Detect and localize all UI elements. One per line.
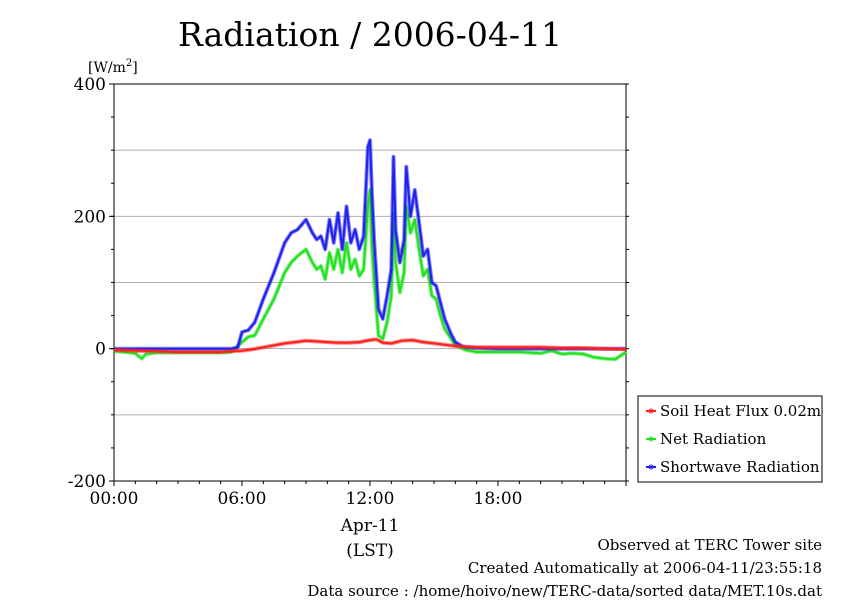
x-axis-timezone-label: (LST) <box>346 541 394 561</box>
x-tick-label: 12:00 <box>346 489 395 509</box>
y-axis-unit-label: [W/m2] <box>88 58 138 76</box>
x-axis-date-label: Apr-11 <box>340 516 400 536</box>
legend-box <box>637 395 823 483</box>
legend-label: Soil Heat Flux 0.02m <box>660 402 821 420</box>
x-axis: 00:00 06:00 12:00 18:00 <box>90 481 627 509</box>
footer-source: Data source : /home/hoivo/new/TERC-data/… <box>307 582 822 600</box>
footer-created: Created Automatically at 2006-04-11/23:5… <box>467 559 822 577</box>
legend-marker <box>648 436 654 442</box>
chart-title: Radiation / 2006-04-11 <box>178 15 562 54</box>
x-tick-label: 06:00 <box>218 489 267 509</box>
series-line-1 <box>113 188 627 361</box>
y-tick-label: -200 <box>68 472 106 492</box>
footer-observed: Observed at TERC Tower site <box>597 536 822 554</box>
y-tick-label: 0 <box>95 340 106 360</box>
x-tick-label: 00:00 <box>90 489 139 509</box>
y-axis: -200 0 200 400 <box>68 75 629 492</box>
series-line-2 <box>114 139 626 350</box>
legend-label: Net Radiation <box>660 430 767 448</box>
y-tick-label: 200 <box>74 207 106 227</box>
y-tick-label: 400 <box>74 75 106 95</box>
series-group <box>113 138 628 362</box>
legend: Soil Heat Flux 0.02m Net Radiation Shortwa… <box>637 395 823 483</box>
legend-marker <box>648 464 654 470</box>
series-line-0 <box>113 338 627 353</box>
legend-label: Shortwave Radiation <box>660 458 820 476</box>
legend-marker <box>648 408 654 414</box>
x-tick-label: 18:00 <box>474 489 523 509</box>
